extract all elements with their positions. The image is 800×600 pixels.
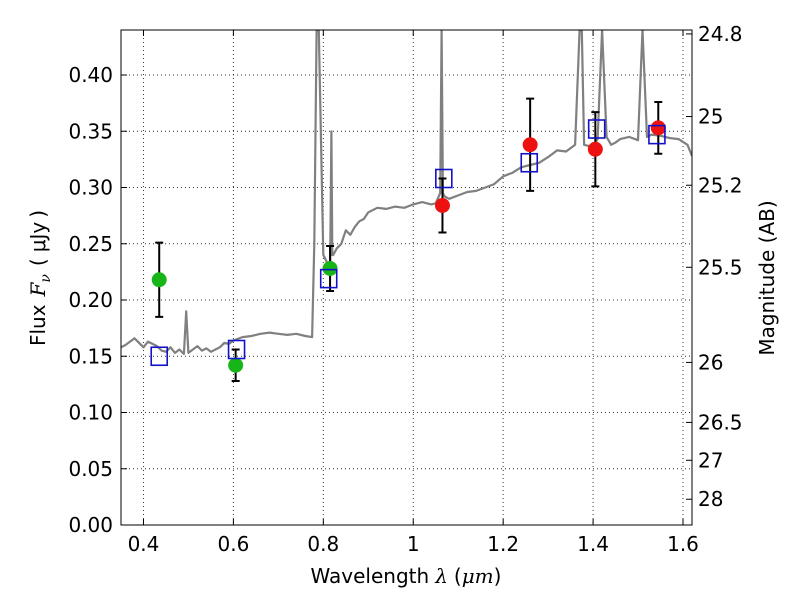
axis-ticks: 0.4 0.6 0.8 1 1.2 1.4 1.6 0.00 0.05 0.10 0.15 0.20 0…: [68, 22, 742, 556]
x-tick-label: 1.2: [487, 532, 519, 556]
right-axis-label: Magnitude (AB): [755, 200, 779, 355]
y-tick-label: 0.35: [68, 119, 113, 143]
plot-frame: [120, 29, 693, 526]
y-tick-label: 0.30: [68, 176, 113, 200]
mag-tick-label: 26.5: [698, 410, 743, 434]
green-data-point: [151, 272, 167, 288]
red-data-point: [650, 120, 666, 136]
grid: [121, 30, 692, 525]
red-data-point: [522, 137, 538, 153]
plot-markers: [150, 97, 666, 382]
mag-tick-label: 28: [698, 487, 723, 511]
x-tick-label: 1: [407, 532, 420, 556]
green-data-point: [322, 261, 338, 276]
y-tick-label: 0.40: [68, 63, 113, 87]
x-axis-label: Wavelength λ (μm): [311, 564, 502, 588]
x-axis-label-open: (: [454, 564, 462, 588]
y-axis-label-unit: μJy: [26, 222, 50, 253]
y-axis-label-close: ): [26, 210, 50, 218]
y-axis-label: Flux Fν ( μJy): [26, 210, 54, 346]
plot-background: [121, 30, 692, 525]
y-tick-label: 0.25: [68, 232, 113, 256]
x-axis-label-unit: μm: [462, 564, 494, 588]
mag-tick-label: 26: [698, 350, 723, 374]
green-data-point: [228, 357, 244, 373]
y-axis-label-open: (: [26, 258, 50, 266]
mag-tick-label: 25: [698, 105, 723, 129]
mag-tick-label: 25.2: [698, 173, 743, 197]
model-band-square: [150, 346, 169, 367]
model-band-square: [227, 339, 246, 360]
y-tick-label: 0.10: [68, 401, 113, 425]
model-band-square: [587, 119, 606, 139]
model-band-square: [435, 168, 453, 189]
mag-tick-label: 25.5: [698, 255, 743, 279]
x-tick-label: 0.8: [307, 532, 339, 556]
x-tick-label: 1.6: [667, 532, 699, 556]
y-axis-label-subscript: ν: [38, 274, 54, 283]
model-band-fluxes: [150, 119, 666, 367]
y-tick-label: 0.15: [68, 344, 113, 368]
x-tick-label: 1.4: [577, 532, 609, 556]
y-tick-label: 0.05: [68, 457, 113, 481]
x-axis-label-name: Wavelength: [311, 564, 430, 588]
red-data-point: [587, 141, 603, 157]
model-band-square: [319, 268, 338, 289]
model-band-square: [520, 152, 539, 173]
model-band-square: [648, 124, 666, 145]
y-axis-label-name: Flux: [26, 304, 50, 346]
x-axis-label-symbol: λ: [434, 564, 448, 588]
x-tick-label: 0.4: [128, 532, 160, 556]
y-tick-label: 0.20: [68, 288, 113, 312]
y-tick-label: 0.00: [68, 513, 113, 537]
red-data-point: [434, 198, 450, 213]
y-axis-label-symbol: F: [26, 281, 50, 297]
x-axis-label-close: ): [494, 564, 502, 588]
mag-tick-label: 24.8: [698, 22, 743, 46]
mag-tick-label: 27: [698, 448, 723, 472]
x-tick-label: 0.6: [217, 532, 249, 556]
